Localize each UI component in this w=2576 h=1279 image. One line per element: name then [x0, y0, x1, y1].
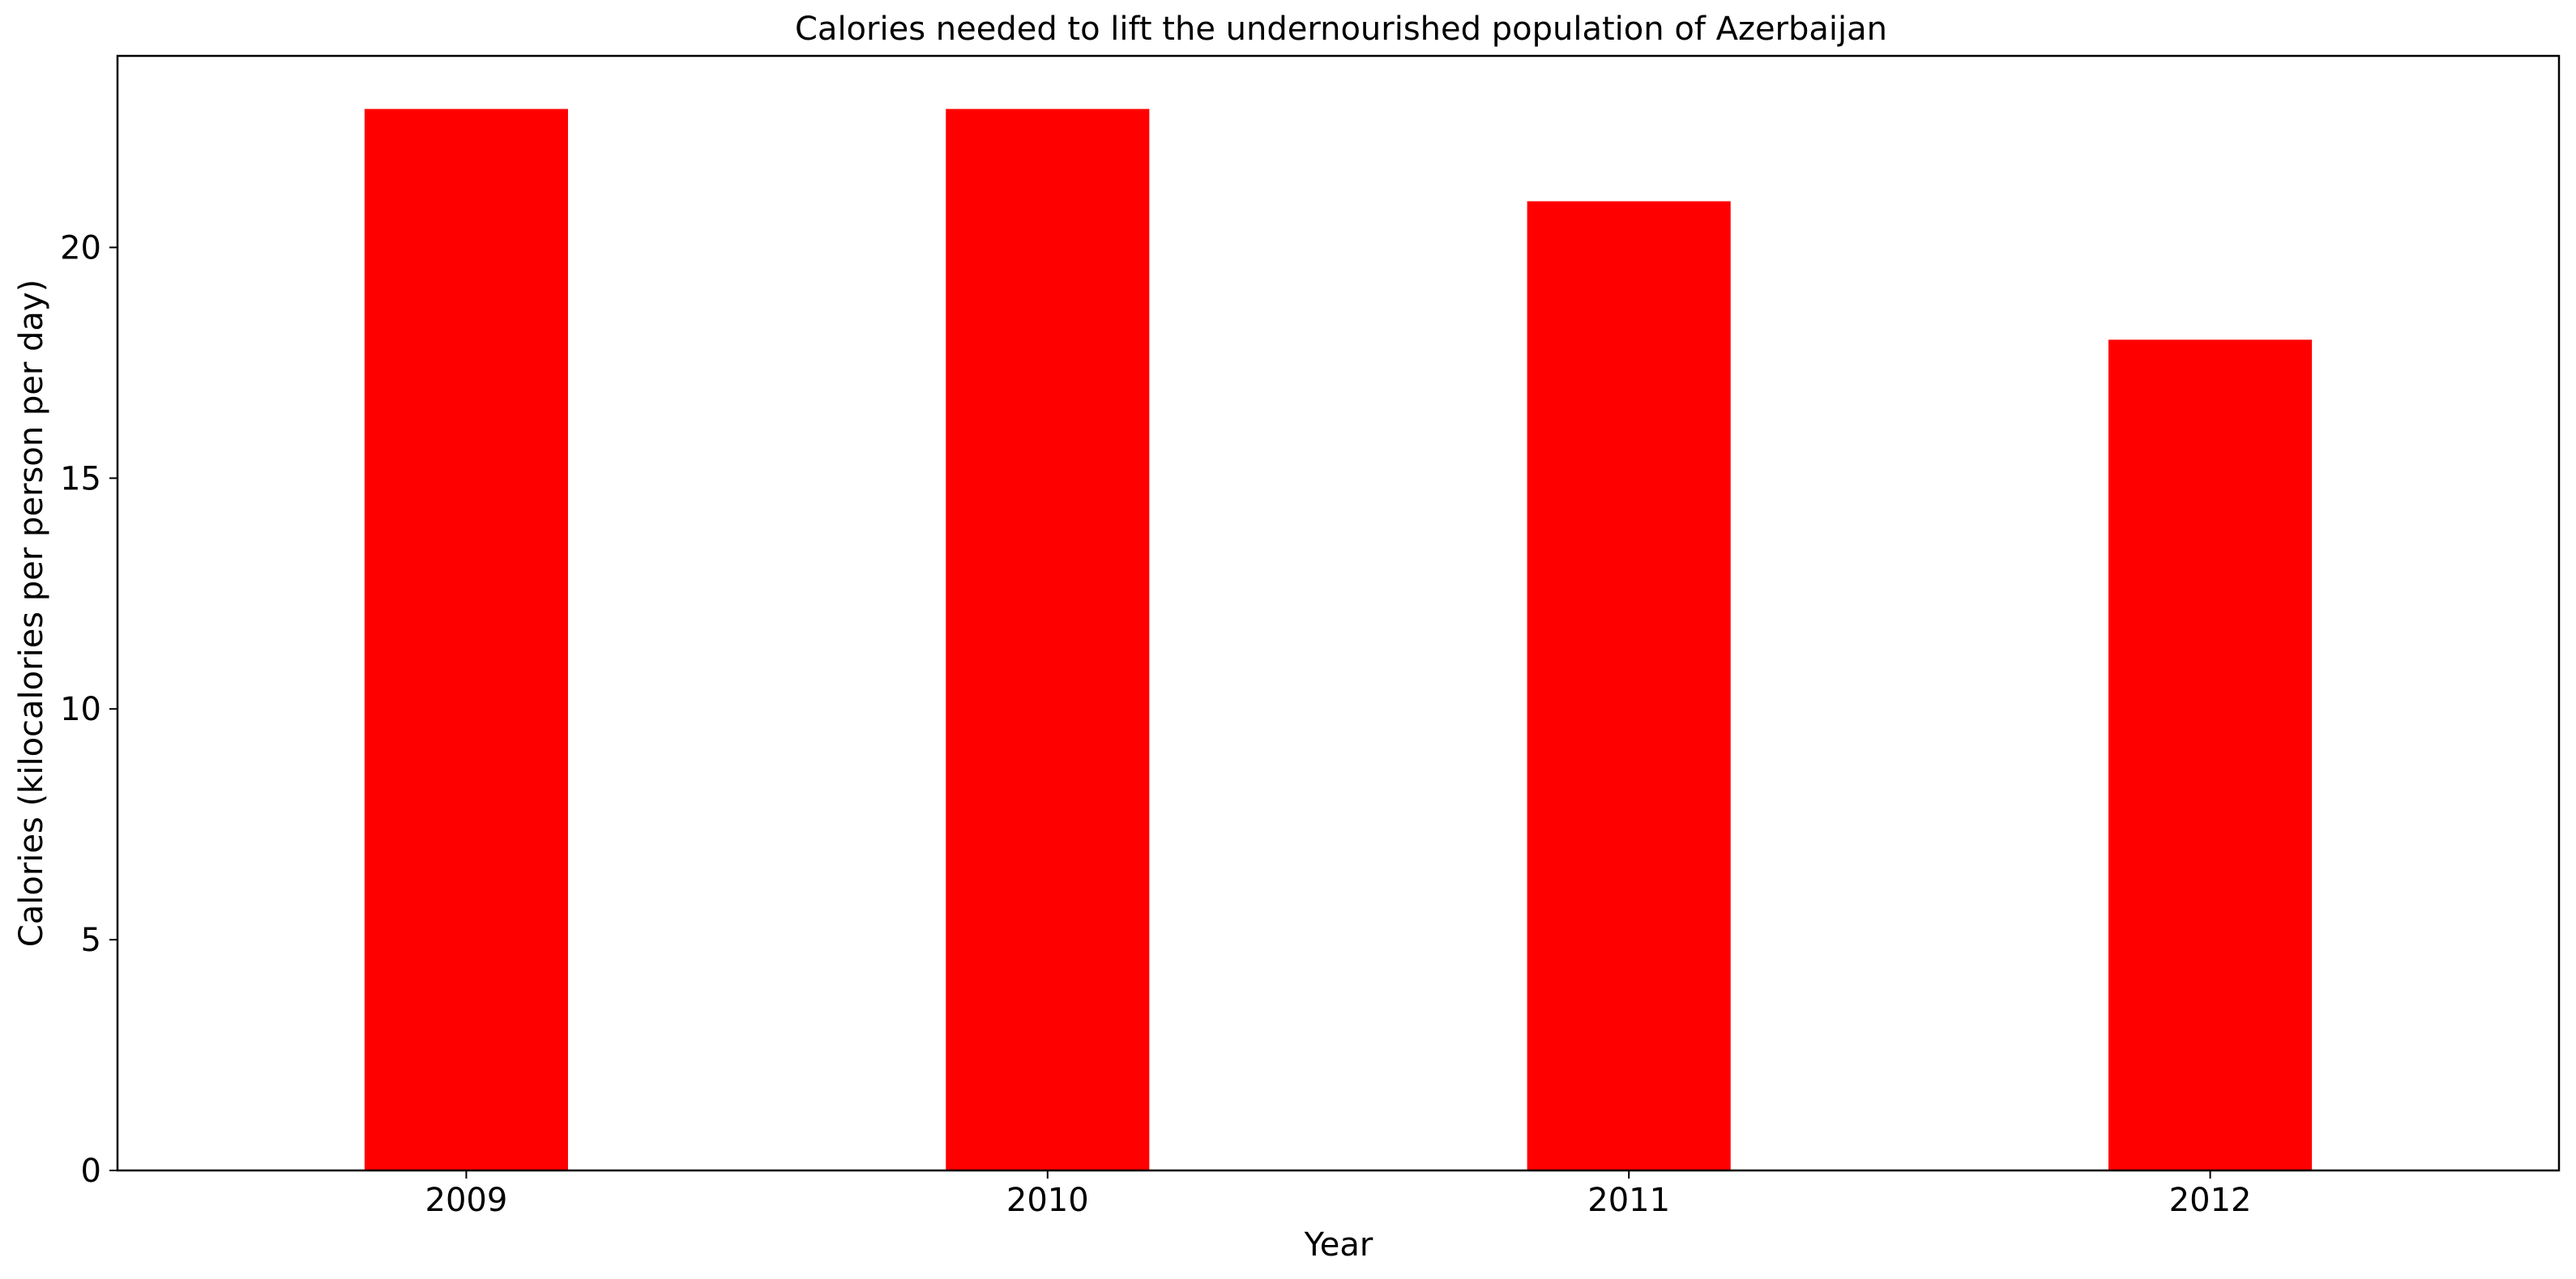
bar-2012 [2108, 339, 2313, 1171]
x-axis-label: Year [1304, 1226, 1373, 1264]
bar-2011 [1527, 201, 1731, 1170]
x-tick-label: 2010 [1006, 1182, 1089, 1219]
x-tick-label: 2011 [1587, 1182, 1670, 1219]
y-tick-label: 0 [81, 1153, 101, 1190]
bars-group [364, 109, 2313, 1171]
y-tick-label: 20 [60, 229, 101, 266]
y-tick-label: 5 [81, 922, 101, 959]
x-tick-label: 2009 [425, 1182, 508, 1219]
bar-2010 [946, 109, 1150, 1170]
y-axis-ticks: 0 5 10 15 20 [60, 229, 117, 1190]
y-axis-label: Calories (kilocalories per person per da… [13, 279, 50, 947]
bar-2009 [364, 109, 568, 1170]
x-axis-ticks: 2009 2010 2011 2012 [425, 1170, 2252, 1219]
y-tick-label: 10 [60, 691, 101, 728]
plot-frame [116, 54, 2561, 1172]
y-tick-label: 15 [60, 460, 101, 497]
chart-title: Calories needed to lift the undernourish… [795, 11, 1887, 48]
x-tick-label: 2012 [2169, 1182, 2252, 1219]
